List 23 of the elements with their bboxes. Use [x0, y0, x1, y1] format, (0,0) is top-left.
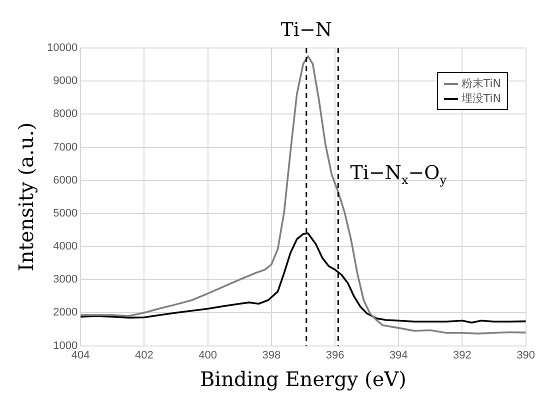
legend-label: 粉末TiN — [461, 76, 501, 91]
y-tick-label: 3000 — [53, 274, 78, 286]
y-tick-label: 2000 — [53, 306, 78, 319]
x-tick-label: 392 — [453, 349, 472, 362]
x-tick-label: 390 — [516, 349, 536, 362]
y-tick-label: 8000 — [53, 108, 78, 120]
x-tick-label: 404 — [71, 349, 90, 362]
x-tick-label: 400 — [198, 349, 217, 362]
x-tick-label: 396 — [326, 349, 344, 362]
y-axis-title: Intensity (a.u.) — [14, 122, 38, 272]
y-tick-label: 7000 — [53, 141, 78, 154]
y-tick-label: 5000 — [53, 207, 78, 220]
x-axis-title: Binding Energy (eV) — [200, 367, 406, 392]
ref-line-label: Ti−N — [280, 19, 332, 41]
legend-label: 埋没TiN — [461, 91, 501, 106]
y-tick-label: 1000 — [53, 340, 78, 352]
x-tick-label: 398 — [262, 349, 281, 362]
x-tick-label: 402 — [135, 349, 154, 362]
y-tick-label: 6000 — [53, 174, 78, 186]
y-tick-label: 9000 — [53, 75, 78, 88]
y-tick-label: 4000 — [53, 240, 78, 253]
y-tick-label: 10000 — [46, 42, 78, 54]
x-tick-label: 394 — [389, 349, 408, 362]
